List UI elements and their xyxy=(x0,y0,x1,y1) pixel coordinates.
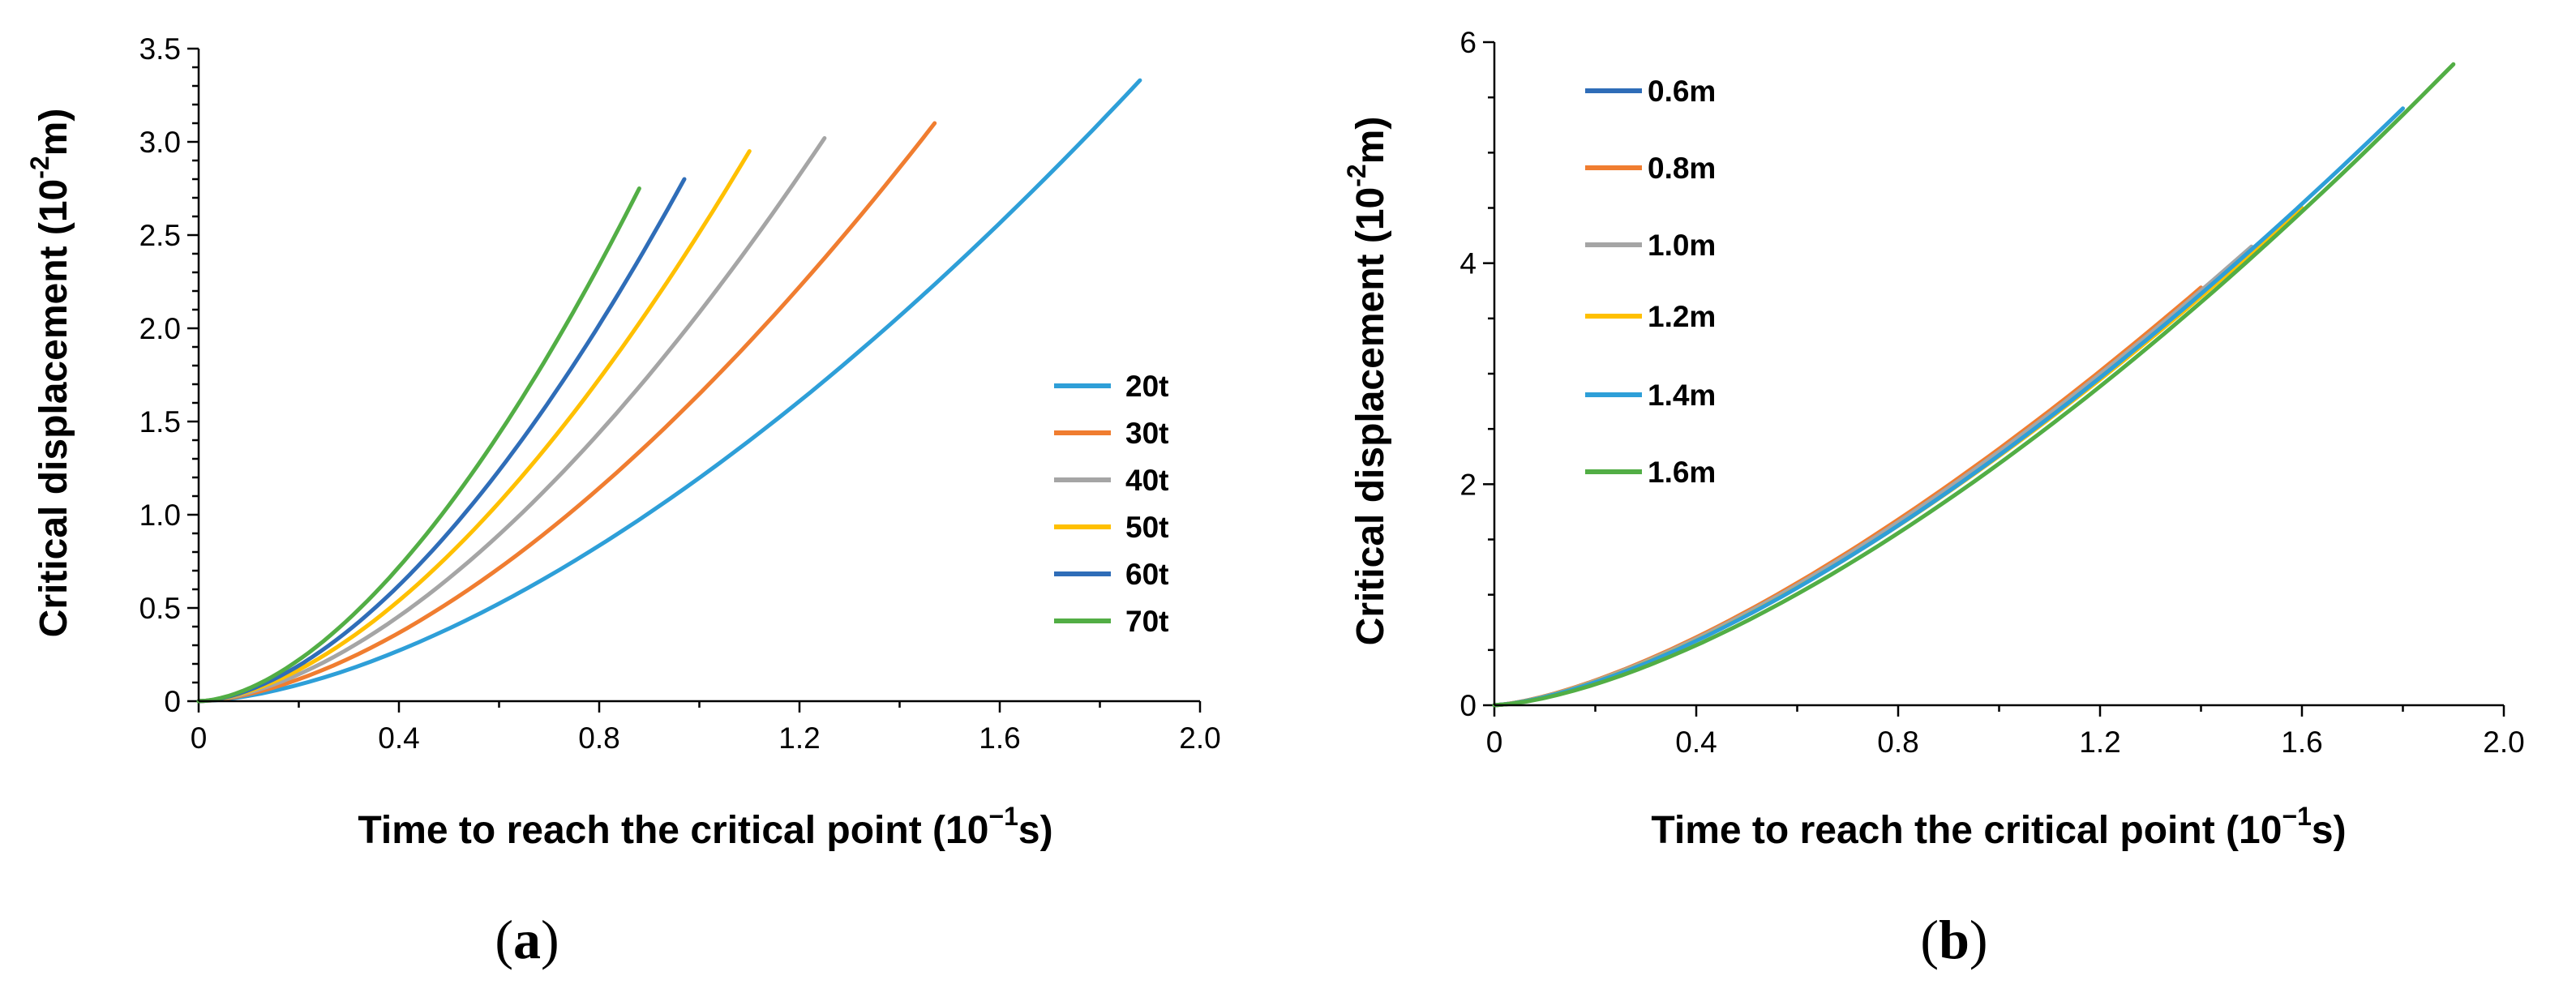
chart-a-y-tick-label: 3.5 xyxy=(139,32,181,66)
chart-b-x-tick-labels: 0 0.4 0.8 1.2 1.6 2.0 xyxy=(1486,725,2525,759)
chart-b-y-tick-label: 4 xyxy=(1459,247,1477,280)
series-line-30t xyxy=(196,121,937,704)
series-line-0.8m xyxy=(1492,285,2203,708)
chart-a-x-tick-label: 1.6 xyxy=(979,721,1020,755)
chart-b-legend: 0.6m 0.8m 1.0m 1.2m 1.4m 1.6m xyxy=(1585,75,1716,489)
chart-a-x-axis-title: Time to reach the critical point (10−1s) xyxy=(358,802,1052,852)
legend-label: 30t xyxy=(1125,417,1168,450)
series-line-1.6m xyxy=(1492,62,2456,708)
legend-item: 1.4m xyxy=(1585,379,1716,412)
legend-label: 40t xyxy=(1125,464,1168,497)
chart-a-x-tick-label: 0 xyxy=(191,721,208,755)
legend-label: 20t xyxy=(1125,370,1168,403)
series-line-60t xyxy=(196,177,687,704)
chart-panel-a: 0 0.4 0.8 1.2 1.6 2.0 0 0.5 1.0 1.5 2.0 … xyxy=(25,32,1221,970)
chart-a-y-tick-label: 0.5 xyxy=(139,592,181,625)
chart-b-x-tick-label: 0 xyxy=(1486,725,1503,759)
chart-a-legend: 20t 30t 40t 50t 60t 70t xyxy=(1054,370,1168,638)
series-line-20t xyxy=(196,78,1142,704)
legend-item: 0.8m xyxy=(1585,152,1716,185)
series-line-1.4m xyxy=(1492,106,2405,708)
chart-a-series-lines xyxy=(196,78,1142,704)
chart-a-y-tick-label: 2.5 xyxy=(139,219,181,252)
legend-label: 1.4m xyxy=(1648,379,1716,412)
chart-a-x-tick-labels: 0 0.4 0.8 1.2 1.6 2.0 xyxy=(191,721,1221,755)
chart-a-x-tick-label: 0.8 xyxy=(578,721,619,755)
legend-label: 1.2m xyxy=(1648,300,1716,333)
series-line-70t xyxy=(196,186,641,704)
legend-item: 50t xyxy=(1054,511,1168,544)
chart-a-y-tick-label: 1.5 xyxy=(139,405,181,439)
legend-label: 0.6m xyxy=(1648,75,1716,108)
legend-item: 1.2m xyxy=(1585,300,1716,333)
chart-a-x-tick-label: 1.2 xyxy=(778,721,820,755)
chart-a-x-tick-label: 2.0 xyxy=(1179,721,1220,755)
legend-item: 40t xyxy=(1054,464,1168,497)
chart-a-y-axis-title: Critical displacement (10-2m) xyxy=(25,109,75,638)
legend-item: 1.0m xyxy=(1585,229,1716,262)
chart-b-x-tick-label: 0.8 xyxy=(1877,725,1918,759)
legend-item: 0.6m xyxy=(1585,75,1716,108)
legend-item: 60t xyxy=(1054,558,1168,591)
chart-a-ticks xyxy=(187,47,1202,713)
legend-item: 70t xyxy=(1054,605,1168,638)
chart-b-x-tick-label: 1.6 xyxy=(2281,725,2322,759)
series-line-1.2m xyxy=(1492,206,2304,708)
chart-b-x-tick-label: 0.4 xyxy=(1675,725,1717,759)
legend-label: 60t xyxy=(1125,558,1168,591)
chart-b-x-tick-label: 2.0 xyxy=(2483,725,2524,759)
legend-item: 30t xyxy=(1054,417,1168,450)
chart-b-y-axis-title: Critical displacement (10-2m) xyxy=(1342,117,1392,646)
panel-label-a: (a) xyxy=(495,909,559,970)
legend-label: 0.8m xyxy=(1648,152,1716,185)
chart-b-series-lines xyxy=(1492,62,2456,708)
chart-a-y-tick-label: 2.0 xyxy=(139,312,181,345)
chart-b-y-tick-labels: 0 2 4 6 xyxy=(1459,26,1477,722)
chart-a-y-tick-label: 1.0 xyxy=(139,499,181,532)
chart-b-y-tick-label: 6 xyxy=(1459,26,1477,59)
chart-b-ticks xyxy=(1483,41,2505,717)
chart-a-x-tick-label: 0.4 xyxy=(378,721,419,755)
legend-label: 70t xyxy=(1125,605,1168,638)
series-line-0.6m xyxy=(1492,371,2102,708)
series-line-50t xyxy=(196,149,752,704)
chart-b-y-tick-label: 0 xyxy=(1459,689,1477,722)
legend-label: 50t xyxy=(1125,511,1168,544)
chart-panel-b: 0 0.4 0.8 1.2 1.6 2.0 0 2 4 6 Time to re… xyxy=(1342,26,2525,970)
chart-b-y-tick-label: 2 xyxy=(1459,468,1477,501)
legend-item: 20t xyxy=(1054,370,1168,403)
chart-b-x-axis-title: Time to reach the critical point (10−1s) xyxy=(1651,802,2346,852)
legend-label: 1.6m xyxy=(1648,456,1716,489)
chart-a-y-tick-label: 0 xyxy=(164,685,181,718)
legend-label: 1.0m xyxy=(1648,229,1716,262)
chart-b-x-tick-label: 1.2 xyxy=(2079,725,2120,759)
legend-item: 1.6m xyxy=(1585,456,1716,489)
chart-a-y-tick-labels: 0 0.5 1.0 1.5 2.0 2.5 3.0 3.5 xyxy=(139,32,181,718)
panel-label-b: (b) xyxy=(1920,909,1987,970)
chart-a-y-tick-label: 3.0 xyxy=(139,126,181,159)
series-line-40t xyxy=(196,135,827,704)
